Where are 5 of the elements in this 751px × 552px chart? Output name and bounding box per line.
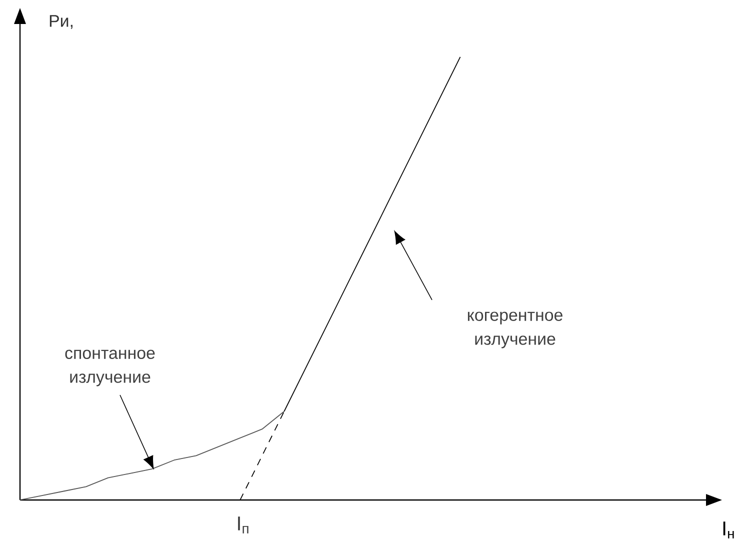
text: I$_{п}$ [238,516,248,534]
annotation: спонтанное излучение [65,350,155,386]
annotation: когерентное излучение [468,312,562,348]
y-axis-title: Pи, [50,15,72,29]
x-axis-title: I$_{н}$ [723,522,734,538]
